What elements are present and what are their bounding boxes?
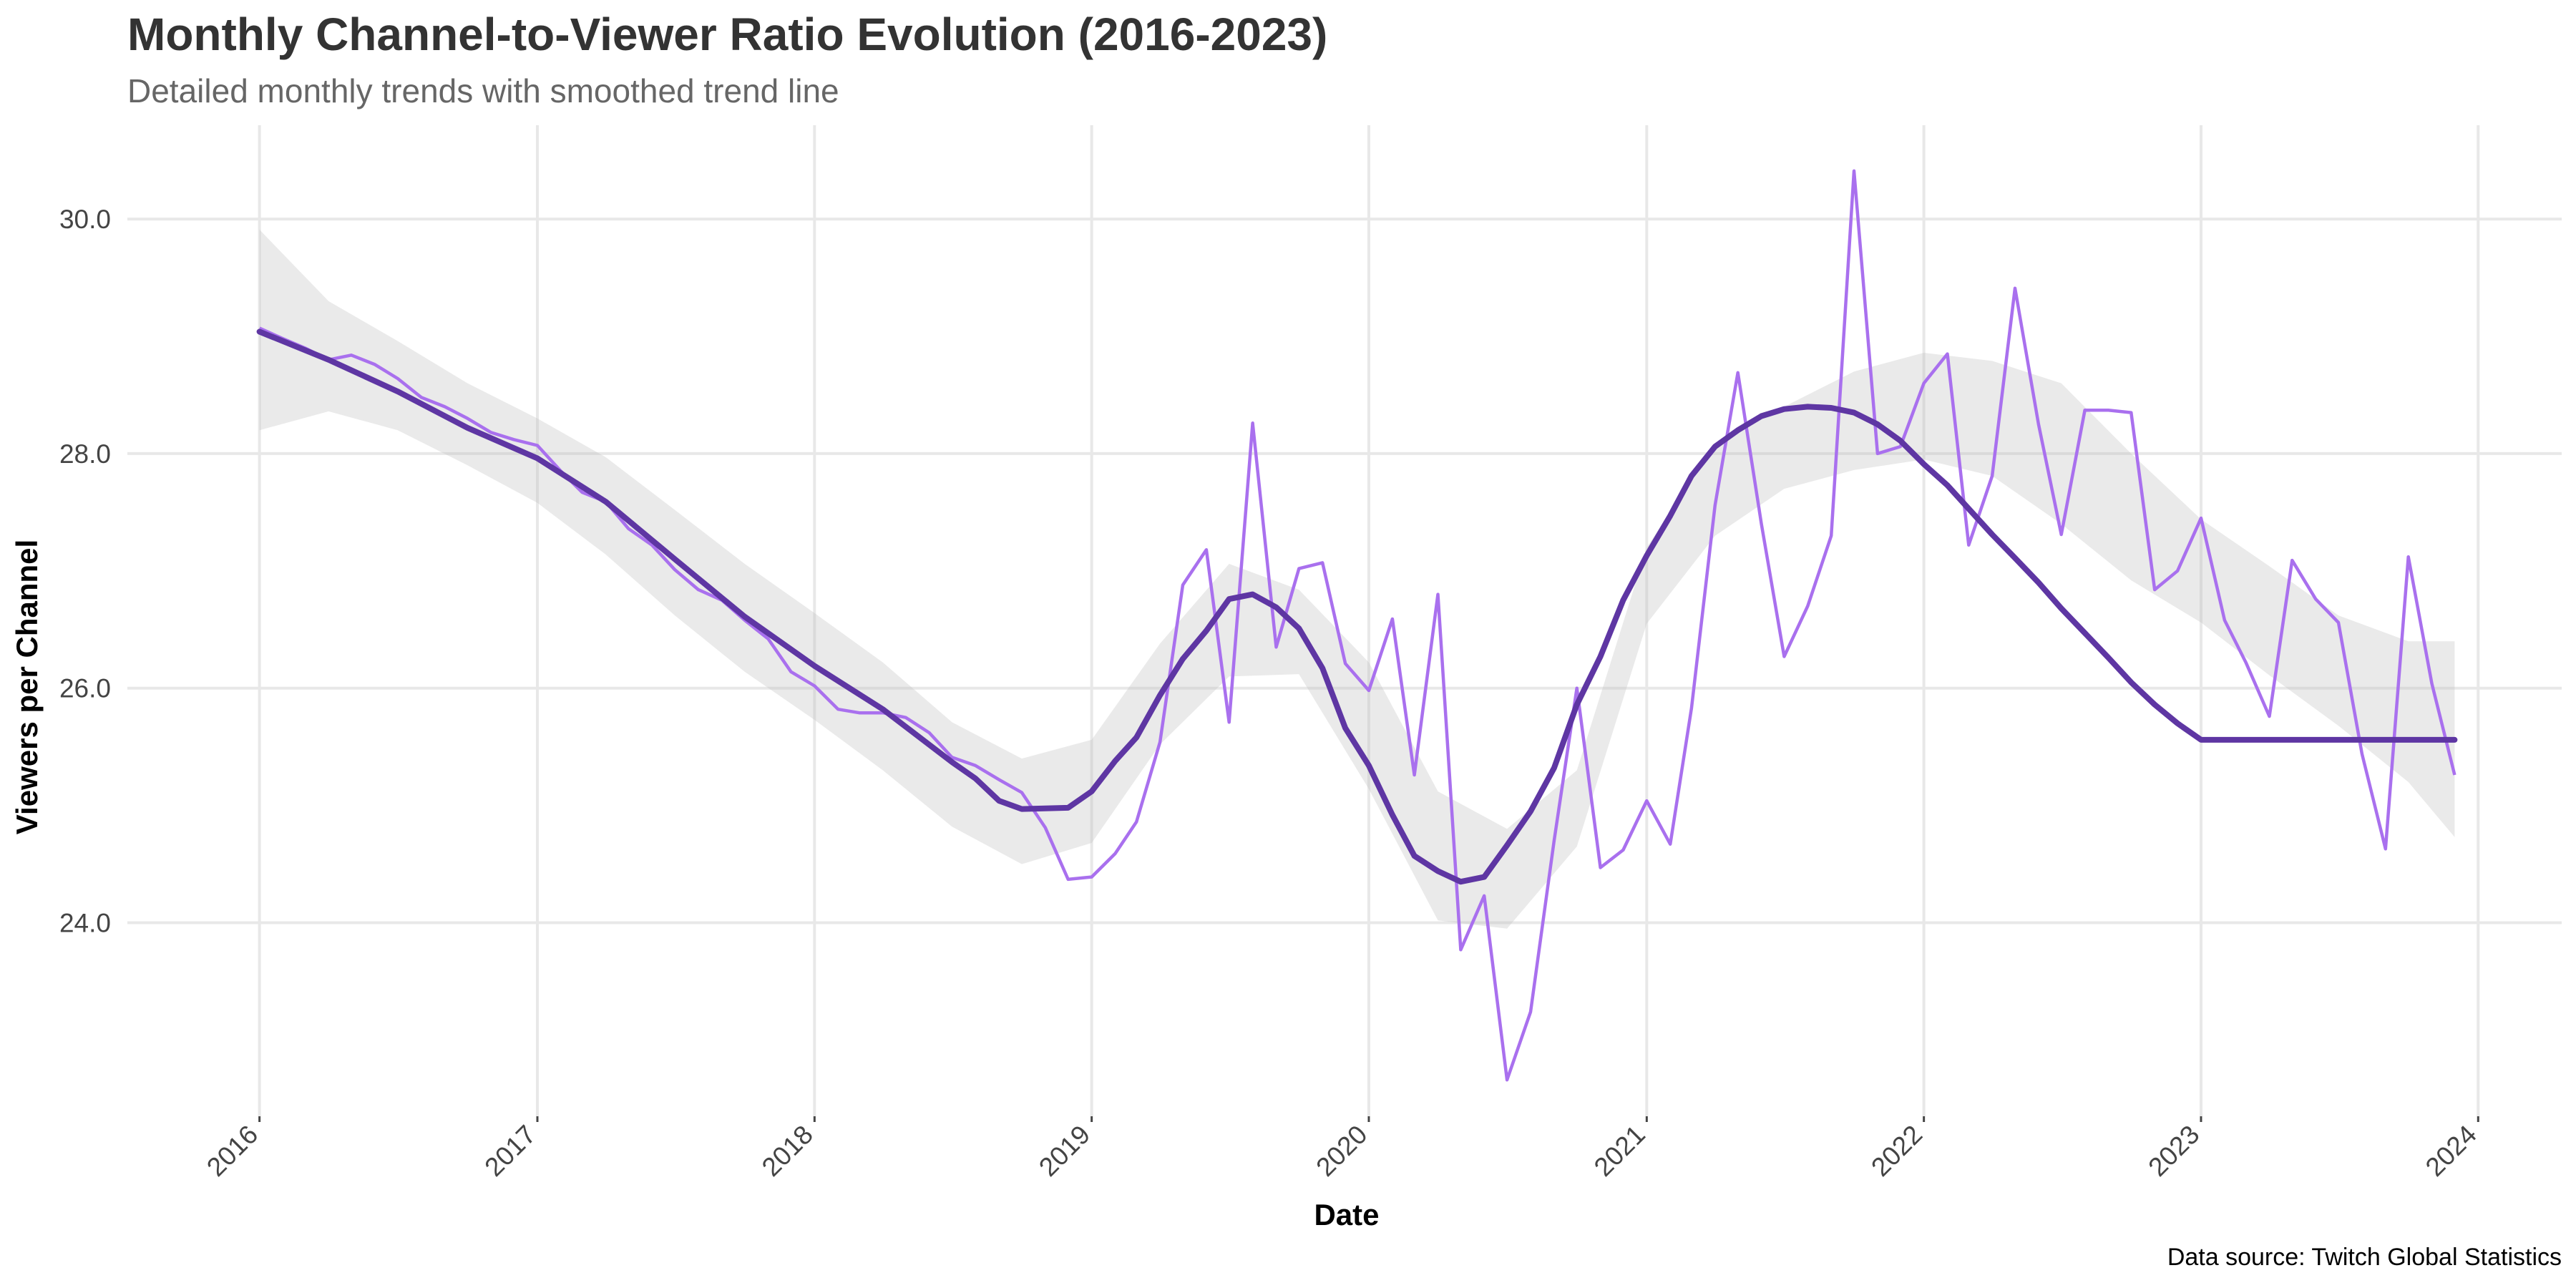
x-tick-label: 2020 <box>1310 1120 1372 1182</box>
x-tick-label: 2024 <box>2420 1120 2482 1182</box>
y-tick-label: 24.0 <box>59 909 111 938</box>
smoothed-trend-line <box>256 328 2458 885</box>
trend-confidence-ribbon <box>259 229 2455 929</box>
x-tick-label: 2017 <box>479 1120 541 1182</box>
x-tick-label: 2021 <box>1589 1120 1651 1182</box>
y-axis-title: Viewers per Channel <box>10 540 44 834</box>
y-tick-label: 28.0 <box>59 439 111 469</box>
x-gridlines <box>258 125 2480 1116</box>
chart-subtitle: Detailed monthly trends with smoothed tr… <box>127 72 839 109</box>
x-tick-label: 2018 <box>756 1120 819 1182</box>
x-tick-label: 2023 <box>2142 1120 2205 1182</box>
x-axis-title: Date <box>1314 1198 1379 1231</box>
x-tick-label: 2016 <box>201 1120 263 1182</box>
x-tick-label: 2022 <box>1865 1120 1928 1182</box>
y-axis-ticks: 24.0 26.0 28.0 30.0 <box>59 205 111 937</box>
y-tick-label: 26.0 <box>59 674 111 703</box>
x-axis-ticks: 2016 2017 2018 2019 2020 2021 2022 2023 2024 <box>201 1116 2482 1182</box>
data-source-caption: Data source: Twitch Global Statistics <box>2167 1244 2562 1271</box>
chart-title: Monthly Channel-to-Viewer Ratio Evolutio… <box>127 9 1327 60</box>
monthly-ratio-line <box>258 169 2457 1082</box>
x-tick-label: 2019 <box>1033 1120 1096 1182</box>
y-tick-label: 30.0 <box>59 205 111 234</box>
